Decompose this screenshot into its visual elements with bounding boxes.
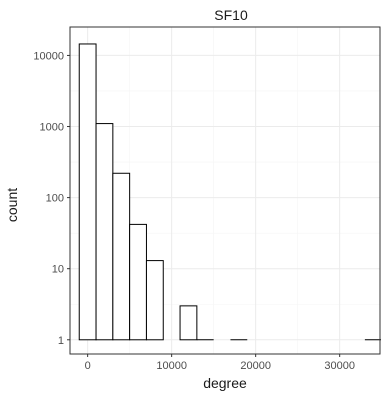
x-axis: 0 10000 20000 30000 — [85, 354, 355, 372]
histogram-bar — [78, 43, 97, 341]
x-tick-label: 0 — [85, 360, 91, 372]
x-tick-label: 20000 — [240, 360, 271, 372]
y-tick-label: 100 — [46, 193, 64, 205]
y-tick-label: 10000 — [33, 50, 64, 62]
chart-title: SF10 — [214, 7, 248, 23]
histogram-bar — [145, 260, 164, 341]
histogram-bar — [95, 123, 114, 341]
bars-group — [78, 43, 381, 341]
x-tick-label: 10000 — [156, 360, 187, 372]
y-tick-label: 1000 — [40, 122, 64, 134]
panel-border — [69, 26, 381, 355]
histogram-bar — [129, 223, 147, 341]
histogram-bar — [112, 172, 131, 341]
y-tick-label: 1 — [58, 335, 64, 347]
y-axis-title: count — [4, 188, 20, 222]
histogram-bar — [179, 305, 198, 341]
y-tick-label: 10 — [52, 264, 64, 276]
x-axis-title: degree — [203, 375, 247, 391]
x-tick-label: 30000 — [324, 360, 355, 372]
y-axis: 1 10 100 1000 10000 — [33, 50, 70, 347]
